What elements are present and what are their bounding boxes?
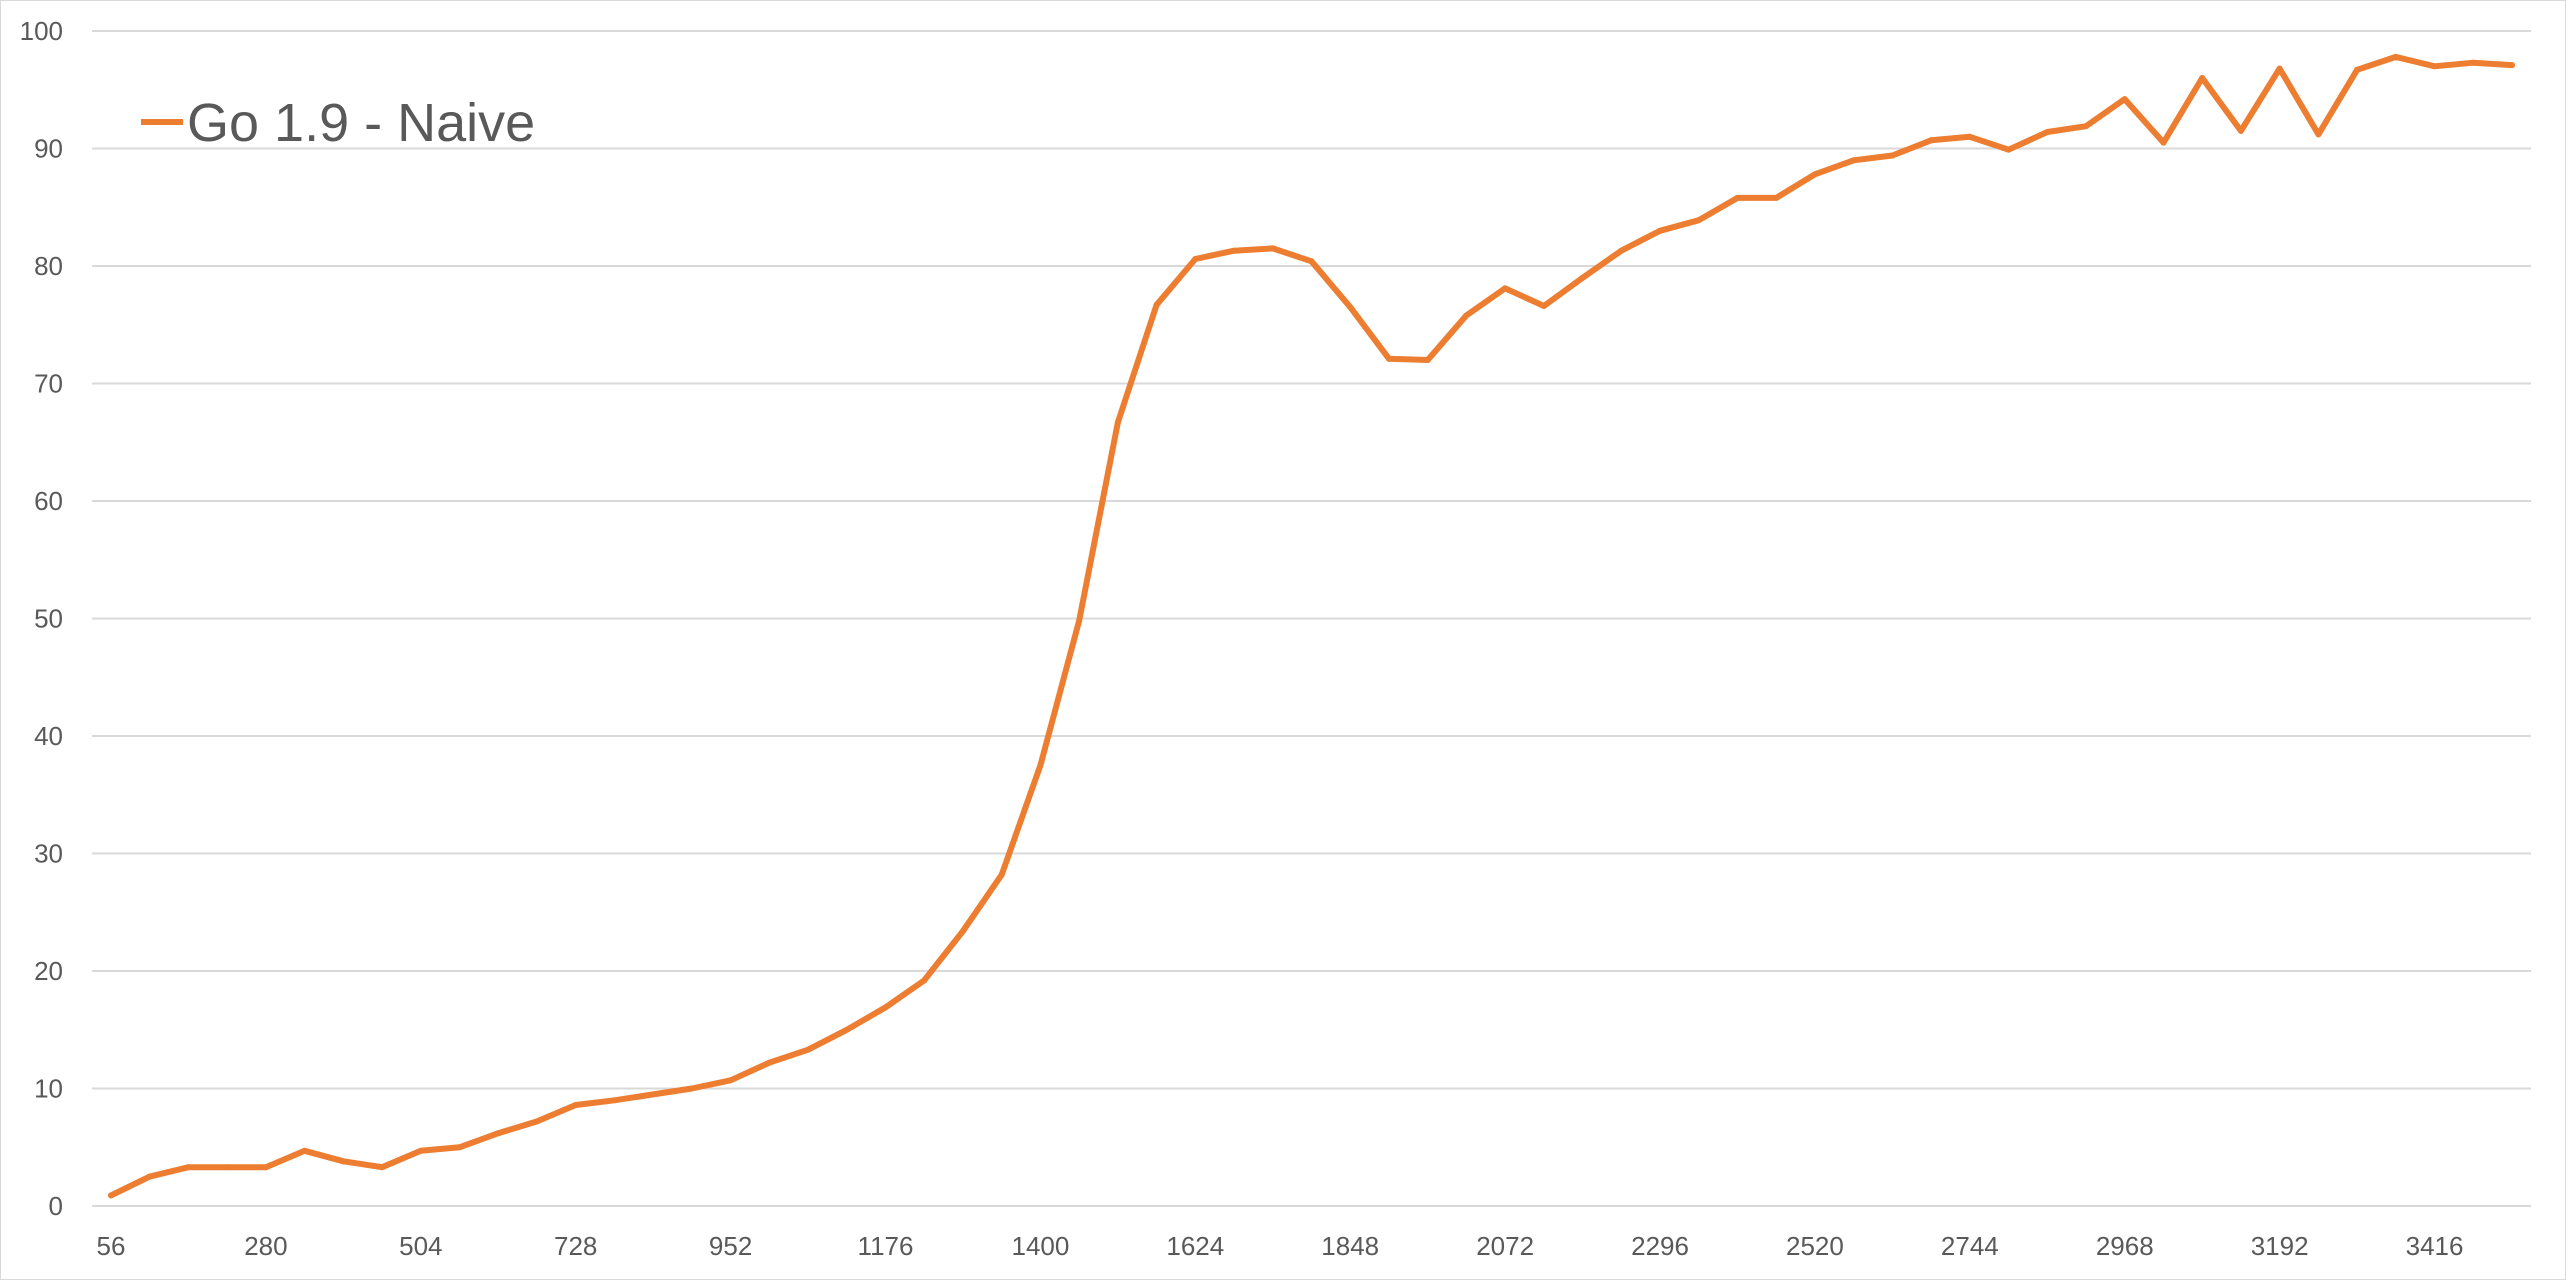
data-point xyxy=(1231,247,1238,254)
data-point xyxy=(1385,355,1392,362)
legend: Go 1.9 - Naive xyxy=(141,93,535,153)
data-point xyxy=(1192,255,1199,262)
data-point xyxy=(1424,357,1431,363)
y-tick-label: 90 xyxy=(34,134,63,164)
data-point xyxy=(1037,762,1044,769)
data-point xyxy=(2237,127,2244,134)
data-point xyxy=(1114,419,1121,426)
series-line xyxy=(108,53,2515,1199)
data-point xyxy=(766,1059,773,1066)
data-point xyxy=(805,1046,812,1053)
data-point xyxy=(572,1101,579,1108)
data-point xyxy=(1966,133,1973,140)
x-tick-label: 1848 xyxy=(1321,1231,1379,1261)
y-tick-label: 50 xyxy=(34,604,63,634)
data-point xyxy=(921,977,928,984)
data-point xyxy=(727,1077,734,1084)
data-point xyxy=(1076,617,1083,624)
data-point xyxy=(959,928,966,935)
data-point xyxy=(1850,157,1857,164)
data-point xyxy=(2315,131,2322,138)
data-point xyxy=(2392,53,2399,60)
x-tick-label: 2296 xyxy=(1631,1231,1689,1261)
y-tick-label: 30 xyxy=(34,839,63,869)
data-point xyxy=(1463,312,1470,319)
data-point xyxy=(379,1164,386,1171)
data-point xyxy=(1773,194,1780,201)
data-point xyxy=(650,1091,657,1098)
data-point xyxy=(1269,245,1276,252)
y-tick-label: 40 xyxy=(34,721,63,751)
gridlines xyxy=(92,30,2531,1207)
data-point xyxy=(2121,96,2128,103)
data-point xyxy=(1811,171,1818,178)
data-point xyxy=(185,1164,192,1171)
x-tick-label: 952 xyxy=(709,1231,752,1261)
data-point xyxy=(1734,194,1741,201)
x-tick-label: 3192 xyxy=(2251,1231,2309,1261)
data-point xyxy=(1657,227,1664,234)
data-point xyxy=(456,1144,463,1151)
data-point xyxy=(1618,247,1625,254)
data-point xyxy=(1695,217,1702,224)
x-tick-label: 2520 xyxy=(1786,1231,1844,1261)
data-point xyxy=(262,1164,269,1171)
data-point xyxy=(843,1026,850,1033)
data-point xyxy=(2044,129,2051,136)
data-point xyxy=(2199,75,2206,81)
data-point xyxy=(417,1147,424,1154)
x-tick-label: 504 xyxy=(399,1231,442,1261)
y-tick-label: 0 xyxy=(49,1191,63,1221)
data-point xyxy=(340,1158,347,1165)
y-tick-label: 10 xyxy=(34,1074,63,1104)
x-tick-label: 2968 xyxy=(2096,1231,2154,1261)
data-point xyxy=(1347,304,1354,311)
y-tick-label: 100 xyxy=(20,16,63,46)
data-point xyxy=(611,1097,618,1104)
data-point xyxy=(1928,137,1935,144)
y-tick-label: 60 xyxy=(34,486,63,516)
data-point xyxy=(2276,65,2283,72)
x-tick-label: 2072 xyxy=(1476,1231,1534,1261)
x-tick-label: 1176 xyxy=(858,1231,914,1261)
data-point xyxy=(882,1004,889,1011)
x-tick-label: 56 xyxy=(97,1231,126,1261)
data-point xyxy=(2431,63,2438,70)
data-point xyxy=(688,1085,695,1092)
data-point xyxy=(1540,302,1547,309)
data-point xyxy=(1153,301,1160,308)
data-point xyxy=(495,1130,502,1137)
series-lines xyxy=(108,53,2515,1199)
y-tick-label: 70 xyxy=(34,369,63,399)
data-point xyxy=(146,1173,153,1180)
y-tick-label: 20 xyxy=(34,956,63,986)
data-point xyxy=(998,871,1005,878)
x-tick-label: 2744 xyxy=(1941,1231,1999,1261)
data-point xyxy=(108,1192,114,1199)
y-tick-label: 80 xyxy=(34,251,63,281)
data-point xyxy=(2083,123,2090,130)
y-axis-ticks: 0 10 20 30 40 50 60 70 80 90 100 xyxy=(20,16,63,1221)
data-point xyxy=(533,1118,540,1125)
x-tick-label: 3416 xyxy=(2406,1231,2464,1261)
data-point xyxy=(301,1147,308,1154)
x-tick-label: 1624 xyxy=(1166,1231,1224,1261)
x-axis-ticks: 56 280 504 728 952 1176 1400 1624 1848 2072 2296 25… xyxy=(97,1231,2464,1261)
x-tick-label: 728 xyxy=(554,1231,597,1261)
data-point xyxy=(224,1164,231,1171)
x-tick-label: 280 xyxy=(244,1231,287,1261)
data-point xyxy=(2160,139,2167,146)
data-point xyxy=(2509,62,2515,69)
x-tick-label: 1400 xyxy=(1011,1231,1069,1261)
data-point xyxy=(1579,274,1586,281)
data-point xyxy=(1889,152,1896,159)
legend-label: Go 1.9 - Naive xyxy=(187,93,535,153)
data-point xyxy=(1502,285,1509,292)
data-point xyxy=(1308,258,1315,265)
data-point xyxy=(2354,66,2361,73)
data-point xyxy=(2005,146,2012,153)
data-point xyxy=(2470,59,2477,66)
